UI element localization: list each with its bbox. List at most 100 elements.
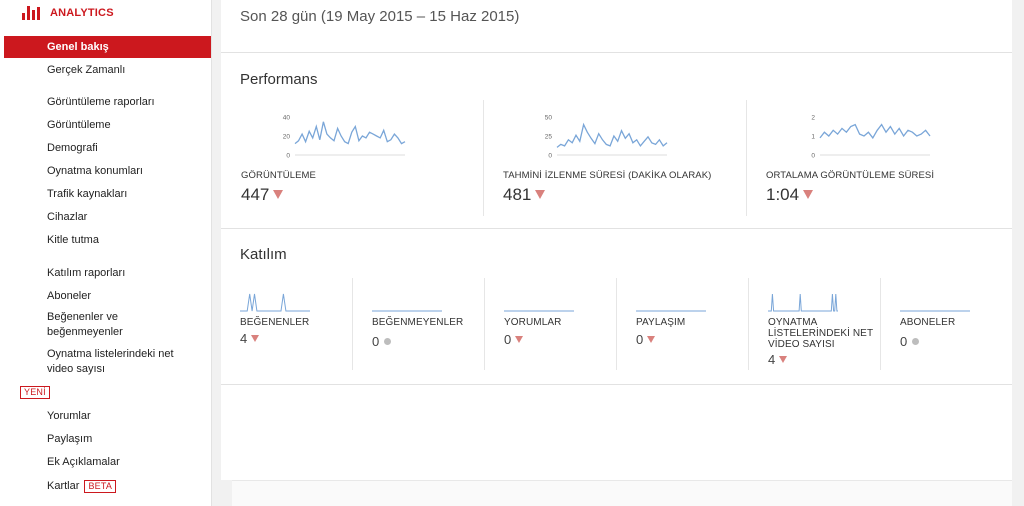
y-tick-label: 50 — [545, 115, 553, 122]
neutral-dot-icon — [384, 338, 392, 345]
shares-label: PAYLAŞIM — [636, 317, 686, 328]
beta-badge: BETA — [84, 480, 117, 493]
y-tick-label: 40 — [283, 115, 291, 122]
sidebar-item-playback-locations[interactable]: Oynatma konumları — [47, 165, 143, 177]
bar-chart-icon — [22, 6, 42, 20]
comments-value: 0 — [504, 332, 524, 347]
sidebar: ANALYTICS Genel bakış Gerçek Zamanlı Gör… — [0, 0, 212, 506]
series-line — [768, 293, 838, 312]
y-tick-label: 25 — [545, 134, 553, 141]
separator — [746, 100, 747, 216]
playlist-number: 4 — [768, 352, 776, 367]
sidebar-item-realtime[interactable]: Gerçek Zamanlı — [47, 64, 126, 76]
watch-time-label: TAHMİNİ İZLENME SÜRESİ (DAKİKA OLARAK) — [503, 170, 712, 181]
neutral-dot-icon — [912, 338, 920, 345]
separator — [352, 278, 353, 370]
series-line — [556, 122, 668, 148]
sidebar-item-subscribers[interactable]: Aboneler — [47, 290, 92, 302]
metric-likes[interactable]: BEĞENENLER 4 — [240, 284, 360, 374]
subscribers-number: 0 — [900, 334, 908, 349]
bottom-panel — [232, 480, 1012, 506]
metric-views[interactable]: 40 20 0 GÖRÜNTÜLEME 447 — [241, 104, 481, 214]
dislikes-number: 0 — [372, 334, 380, 349]
down-arrow-icon — [779, 356, 788, 363]
sidebar-item-view-reports[interactable]: Görüntüleme raporları — [47, 96, 155, 108]
performance-title: Performans — [240, 71, 318, 88]
comments-label: YORUMLAR — [504, 317, 562, 328]
avg-duration-sparkline: 2 1 0 — [811, 115, 931, 160]
views-value: 447 — [241, 185, 284, 205]
dislikes-label: BEĞENMEYENLER — [372, 317, 464, 328]
watch-time-value: 481 — [503, 185, 546, 205]
sidebar-item-devices[interactable]: Cihazlar — [47, 211, 88, 223]
subscribers-sparkline — [900, 310, 970, 312]
comments-number: 0 — [504, 332, 512, 347]
sidebar-item-views[interactable]: Görüntüleme — [47, 119, 111, 131]
sidebar-item-demographics[interactable]: Demografi — [47, 142, 98, 154]
y-tick-label: 2 — [811, 115, 815, 122]
y-tick-label: 0 — [286, 153, 290, 160]
watch-time-sparkline: 50 25 0 — [545, 115, 668, 160]
sidebar-item-annotations[interactable]: Ek Açıklamalar — [47, 456, 120, 468]
down-arrow-icon — [251, 335, 260, 342]
metric-dislikes[interactable]: BEĞENMEYENLER 0 — [372, 284, 492, 374]
sidebar-item-sharing[interactable]: Paylaşım — [47, 433, 93, 445]
views-label: GÖRÜNTÜLEME — [241, 170, 316, 181]
down-arrow-icon — [273, 190, 284, 199]
sidebar-item-cards[interactable]: Kartlar BETA — [47, 479, 117, 493]
avg-duration-value: 1:04 — [766, 185, 814, 205]
dislikes-value: 0 — [372, 334, 392, 349]
series-line — [819, 123, 931, 140]
likes-value: 4 — [240, 331, 260, 346]
metric-shares[interactable]: PAYLAŞIM 0 — [636, 284, 756, 374]
metric-avg-view-duration[interactable]: 2 1 0 ORTALAMA GÖRÜNTÜLEME SÜRESİ 1:04 — [766, 104, 1006, 214]
date-range[interactable]: Son 28 gün (19 May 2015 – 15 Haz 2015) — [240, 8, 520, 25]
avg-duration-number: 1:04 — [766, 185, 800, 204]
y-tick-label: 1 — [811, 134, 815, 141]
shares-number: 0 — [636, 332, 644, 347]
likes-sparkline — [240, 293, 310, 312]
views-sparkline: 40 20 0 — [283, 115, 406, 160]
playlist-sparkline — [768, 293, 838, 312]
y-tick-label: 0 — [811, 153, 815, 160]
shares-value: 0 — [636, 332, 656, 347]
separator — [880, 278, 881, 370]
metric-playlist-net-videos[interactable]: OYNATMA LİSTELERİNDEKİ NET VİDEO SAYISI … — [768, 284, 888, 374]
sidebar-item-traffic-sources[interactable]: Trafik kaynakları — [47, 188, 128, 200]
divider — [221, 384, 1012, 385]
divider — [221, 52, 1012, 53]
separator — [483, 100, 484, 216]
playlist-label: OYNATMA LİSTELERİNDEKİ NET VİDEO SAYISI — [768, 317, 873, 350]
down-arrow-icon — [515, 336, 524, 343]
down-arrow-icon — [803, 190, 814, 199]
down-arrow-icon — [647, 336, 656, 343]
metric-comments[interactable]: YORUMLAR 0 — [504, 284, 624, 374]
likes-label: BEĞENENLER — [240, 317, 310, 328]
analytics-brand[interactable]: ANALYTICS — [22, 4, 114, 22]
y-tick-label: 0 — [548, 153, 552, 160]
series-line — [294, 121, 406, 145]
sidebar-item-cards-label: Kartlar — [47, 480, 80, 492]
metric-watch-time[interactable]: 50 25 0 TAHMİNİ İZLENME SÜRESİ (DAKİKA OLA… — [503, 104, 743, 214]
engagement-title: Katılım — [240, 246, 287, 263]
brand-label: ANALYTICS — [50, 7, 114, 19]
sidebar-item-overview[interactable]: Genel bakış — [4, 36, 211, 58]
views-number: 447 — [241, 185, 270, 204]
playlist-value: 4 — [768, 352, 788, 367]
series-line — [240, 293, 310, 312]
sidebar-item-audience-retention[interactable]: Kitle tutma — [47, 234, 99, 246]
avg-duration-label: ORTALAMA GÖRÜNTÜLEME SÜRESİ — [766, 170, 935, 181]
shares-sparkline — [636, 310, 706, 312]
sidebar-item-playlist-net-videos[interactable]: Oynatma listelerindeki net video sayısı — [47, 348, 174, 375]
sidebar-item-engagement-reports[interactable]: Katılım raporları — [47, 267, 126, 279]
down-arrow-icon — [535, 190, 546, 199]
metric-subscribers[interactable]: ABONELER 0 — [900, 284, 1008, 374]
sidebar-item-comments[interactable]: Yorumlar — [47, 410, 91, 422]
subscribers-value: 0 — [900, 334, 920, 349]
dislikes-sparkline — [372, 310, 442, 312]
new-badge: YENİ — [20, 386, 50, 399]
y-tick-label: 20 — [283, 134, 291, 141]
sidebar-item-likes-dislikes[interactable]: Beğenenler ve beğenmeyenler — [47, 311, 123, 338]
separator — [484, 278, 485, 370]
separator — [748, 278, 749, 370]
